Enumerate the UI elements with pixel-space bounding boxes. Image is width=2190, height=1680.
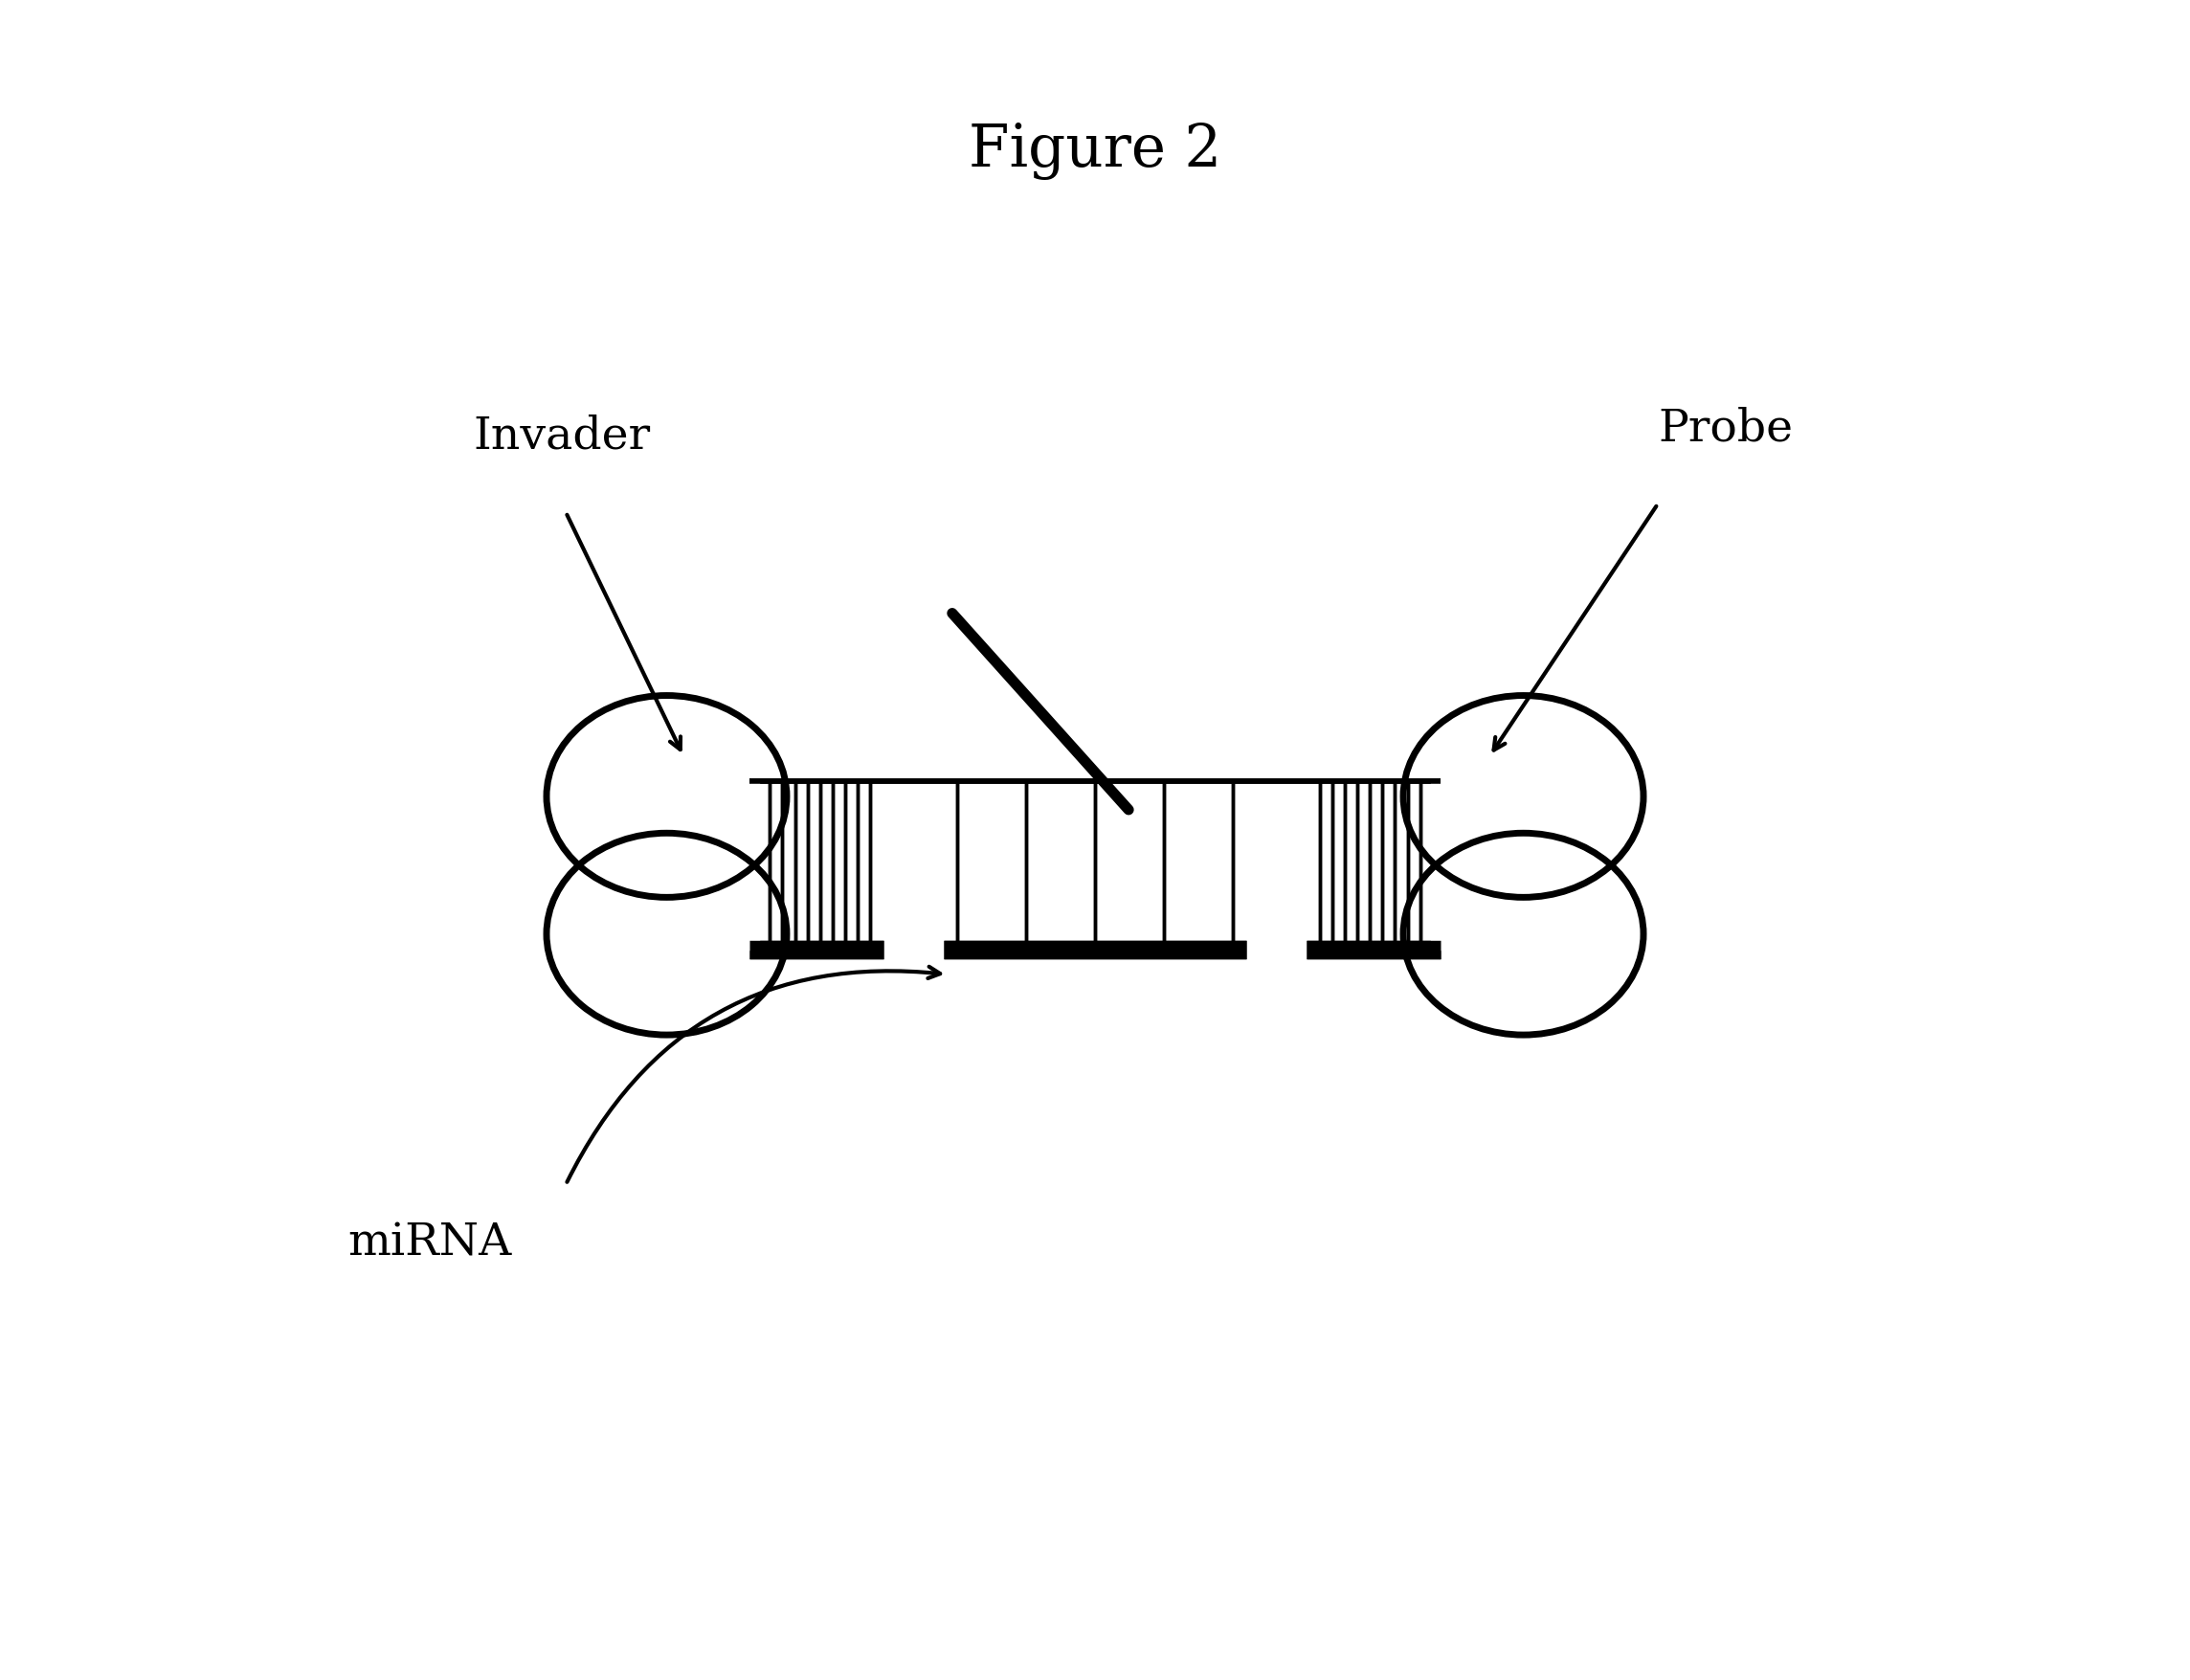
Text: Invader: Invader	[473, 415, 650, 459]
Text: Probe: Probe	[1658, 407, 1794, 450]
Text: miRNA: miRNA	[348, 1221, 512, 1265]
Text: Figure 2: Figure 2	[968, 123, 1222, 180]
